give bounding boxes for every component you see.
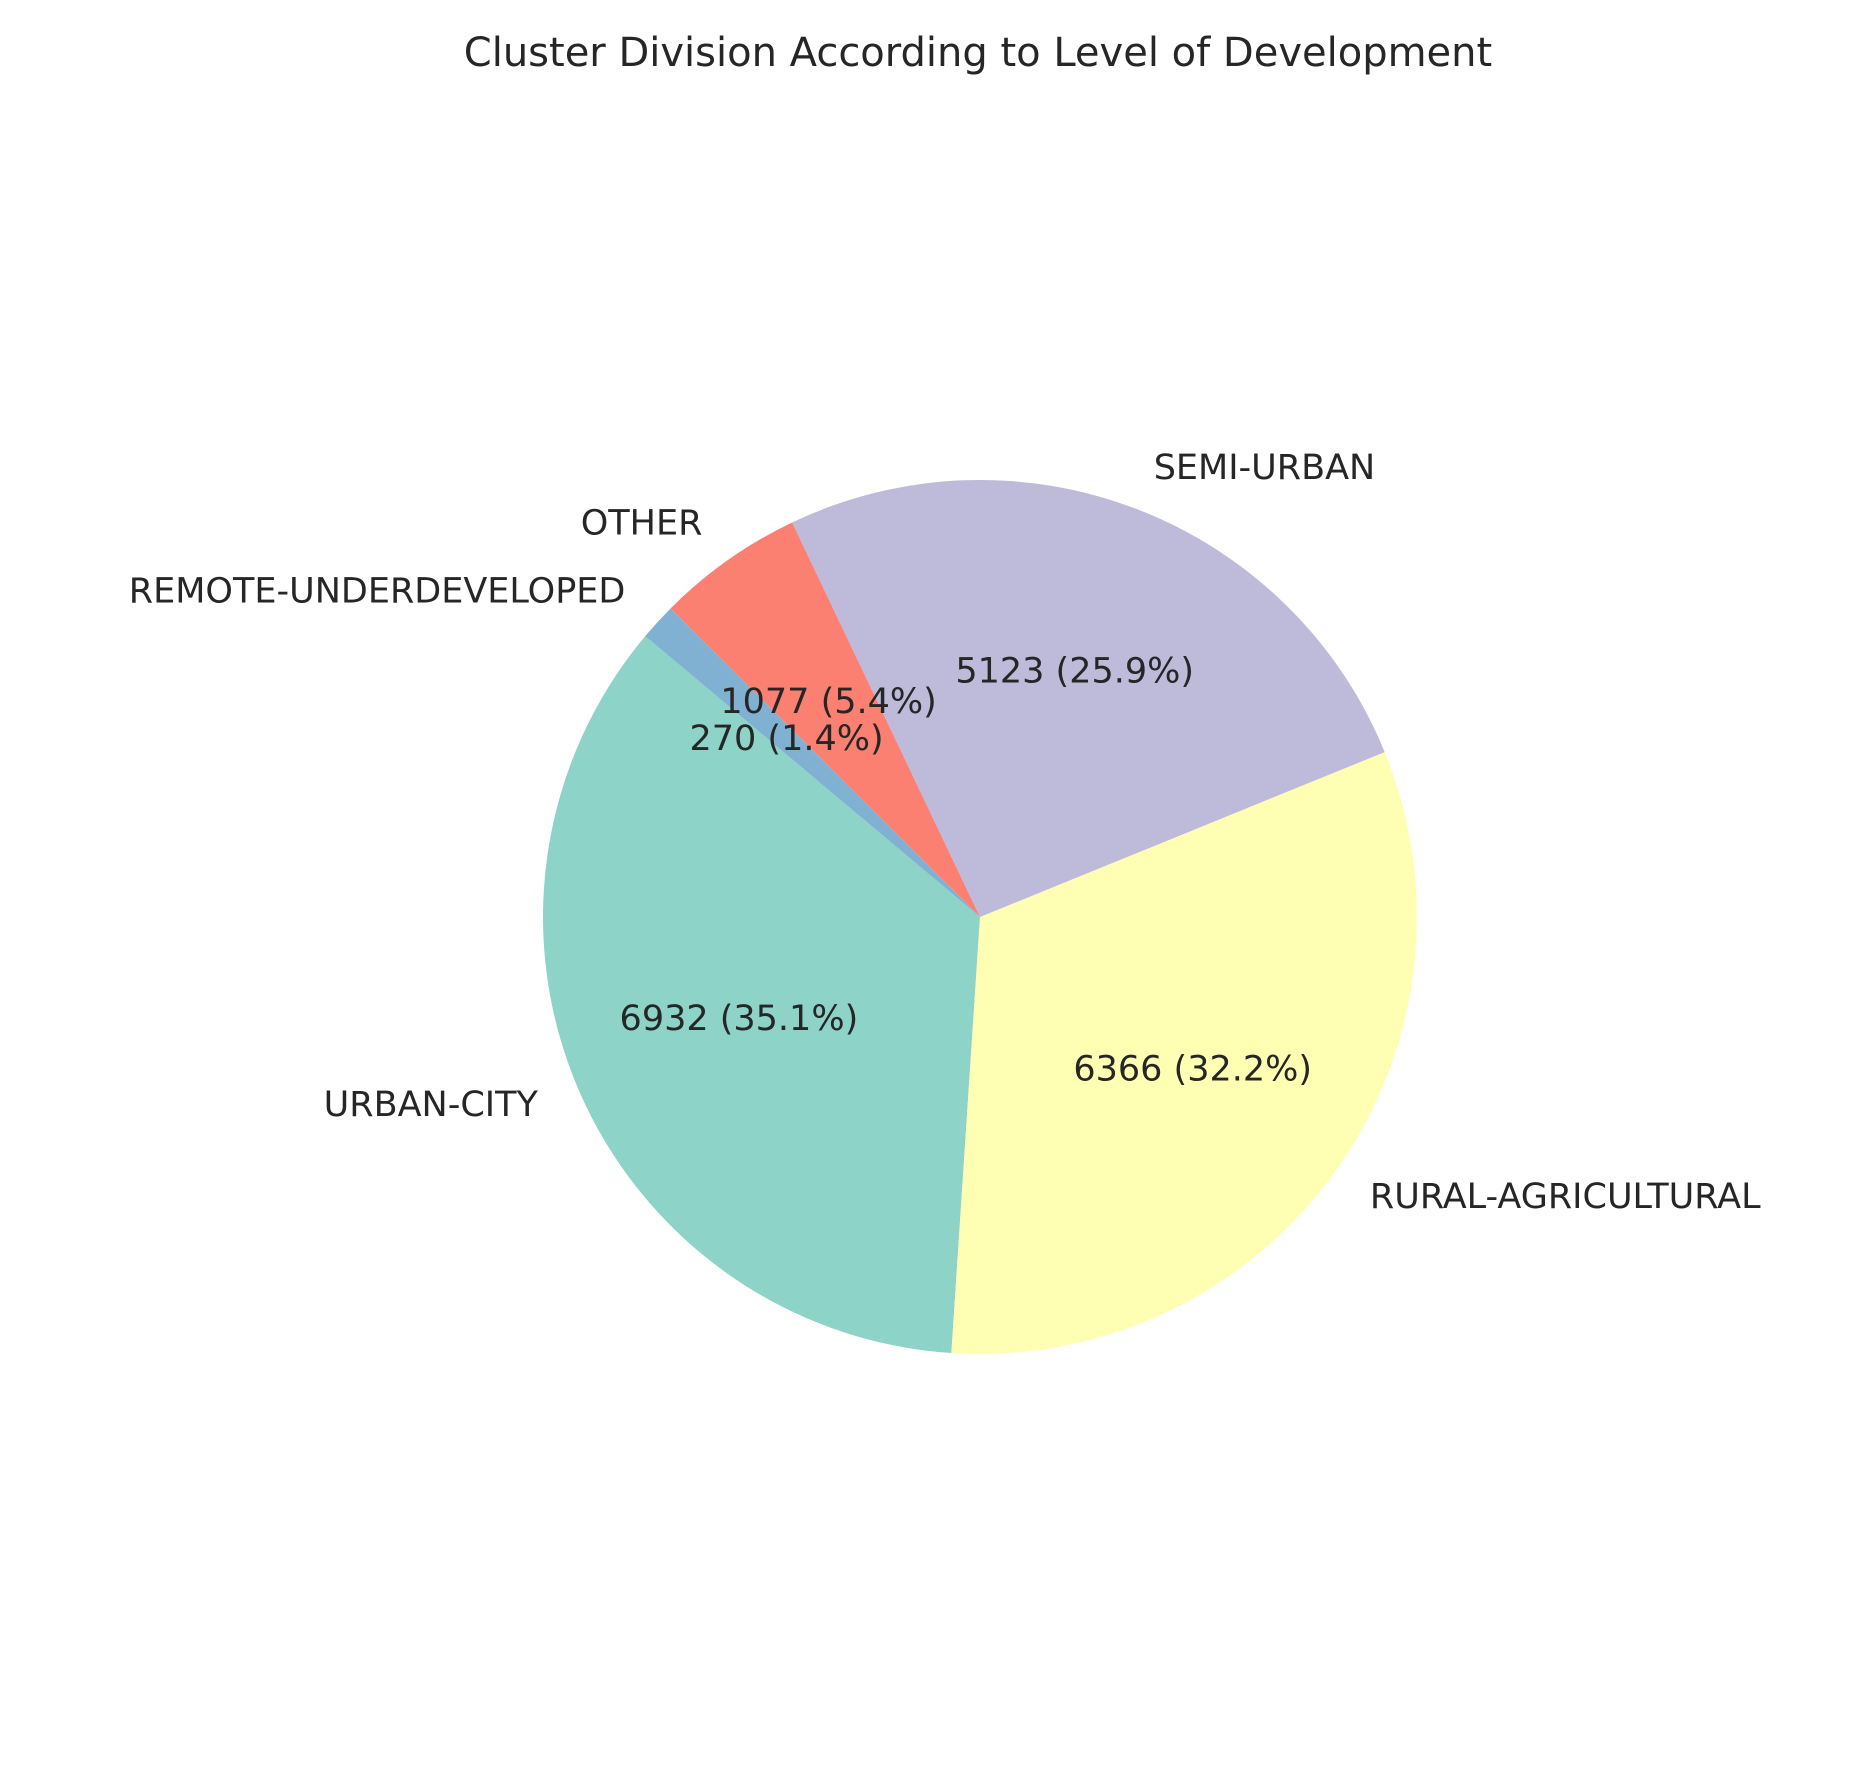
slice-label-other: OTHER — [581, 504, 703, 544]
slice-value-label-rural-agricultural: 6366 (32.2%) — [1073, 1049, 1312, 1089]
slice-label-remote-underdeveloped: REMOTE-UNDERDEVELOPED — [129, 572, 626, 612]
chart-title: Cluster Division According to Level of D… — [464, 30, 1492, 76]
slice-urban-city — [542, 636, 980, 1354]
pie-labels: URBAN-CITY 6932 (35.1%) RURAL-AGRICULTURAL… — [129, 448, 1761, 1217]
slice-label-semi-urban: SEMI-URBAN — [1154, 448, 1376, 488]
slice-label-urban-city: URBAN-CITY — [324, 1085, 539, 1125]
slice-value-label-remote-underdeveloped: 270 (1.4%) — [690, 719, 884, 759]
slice-rural-agricultural — [951, 752, 1417, 1355]
pie-slices — [542, 480, 1417, 1355]
slice-value-label-semi-urban: 5123 (25.9%) — [955, 652, 1194, 692]
slice-value-label-other: 1077 (5.4%) — [720, 682, 936, 722]
slice-remote-underdeveloped — [645, 608, 980, 917]
slice-other — [670, 522, 980, 917]
slice-semi-urban — [792, 480, 1385, 917]
slice-label-rural-agricultural: RURAL-AGRICULTURAL — [1370, 1177, 1761, 1217]
slice-value-label-urban-city: 6932 (35.1%) — [620, 999, 859, 1039]
